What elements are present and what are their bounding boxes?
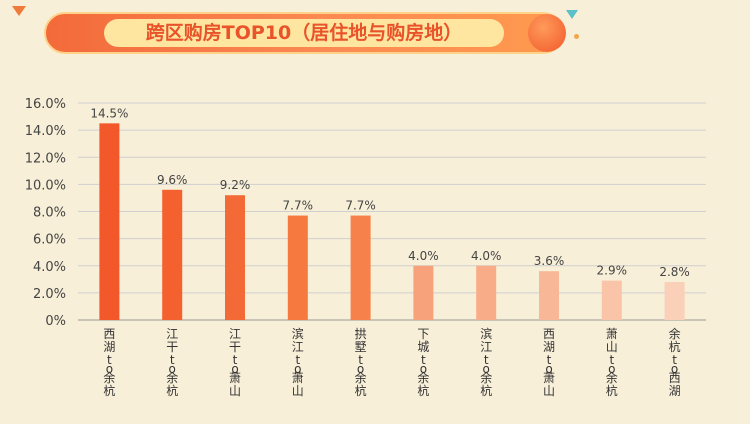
title-banner-inner: 跨区购房TOP10（居住地与购房地） [104, 19, 504, 47]
y-axis-ticks: 0% 2.0% 4.0% 6.0% 8.0% 10.0% 12.0% 14.0% 16.0% [25, 97, 66, 329]
y-tick-label: 6.0% [33, 233, 66, 248]
y-tick-label: 8.0% [33, 206, 66, 221]
bar [476, 265, 497, 320]
y-tick-label: 10.0% [25, 178, 66, 193]
data-label: 2.8% [659, 265, 690, 279]
y-tick-label: 2.0% [33, 287, 66, 302]
category-label: 江干 t o 余杭 [166, 327, 178, 398]
category-label: 余杭 t o 西湖 [669, 326, 681, 398]
y-tick-label: 16.0% [25, 97, 66, 112]
decorative-circle [528, 14, 566, 52]
bar [664, 282, 685, 320]
category-label: 西湖 t o 萧山 [543, 327, 555, 398]
data-label: 7.7% [283, 199, 314, 213]
category-label: 下城 t o 余杭 [417, 327, 429, 398]
bar [413, 265, 434, 320]
bar [225, 195, 245, 320]
data-label: 14.5% [90, 106, 128, 120]
bar [162, 189, 183, 320]
decorative-triangle-left [12, 6, 26, 16]
decorative-triangle-right [566, 10, 578, 19]
y-tick-label: 0% [45, 314, 66, 329]
data-label: 4.0% [408, 249, 439, 263]
data-label: 4.0% [471, 249, 502, 263]
bar [99, 123, 120, 320]
category-label: 萧山 t o 余杭 [606, 327, 618, 398]
decorative-dot [574, 34, 579, 39]
category-label: 滨江 t o 萧山 [292, 326, 304, 398]
category-label: 西湖 t o 余杭 [103, 327, 115, 398]
bars [99, 123, 685, 320]
bar [287, 215, 308, 320]
data-label: 9.2% [220, 178, 251, 192]
bar [601, 280, 622, 320]
data-label: 7.7% [345, 199, 376, 213]
chart-title: 跨区购房TOP10（居住地与购房地） [145, 22, 463, 44]
data-label: 3.6% [534, 254, 565, 268]
y-tick-label: 4.0% [33, 260, 66, 275]
data-labels: 14.5% 9.6% 9.2% 7.7% 7.7% 4.0% 4.0% 3.6% 2.9% 2.8… [90, 106, 690, 279]
category-label: 拱墅 t o 余杭 [355, 327, 367, 398]
bar [350, 215, 371, 320]
category-labels: 西湖 t o 余杭 江干 t o 余杭 江干 t o 萧山 滨江 t o 萧山 拱墅 t o 余杭 下城 t o 余杭 滨江 t o… [103, 326, 680, 398]
category-label: 滨江 t o 余杭 [480, 326, 492, 398]
bar [539, 271, 559, 320]
data-label: 2.9% [597, 264, 628, 278]
gridlines [78, 102, 706, 321]
title-banner: 跨区购房TOP10（居住地与购房地） [44, 12, 564, 54]
category-label: 江干 t o 萧山 [229, 327, 241, 398]
data-label: 9.6% [157, 173, 188, 187]
y-tick-label: 12.0% [25, 151, 66, 166]
y-tick-label: 14.0% [25, 124, 66, 139]
